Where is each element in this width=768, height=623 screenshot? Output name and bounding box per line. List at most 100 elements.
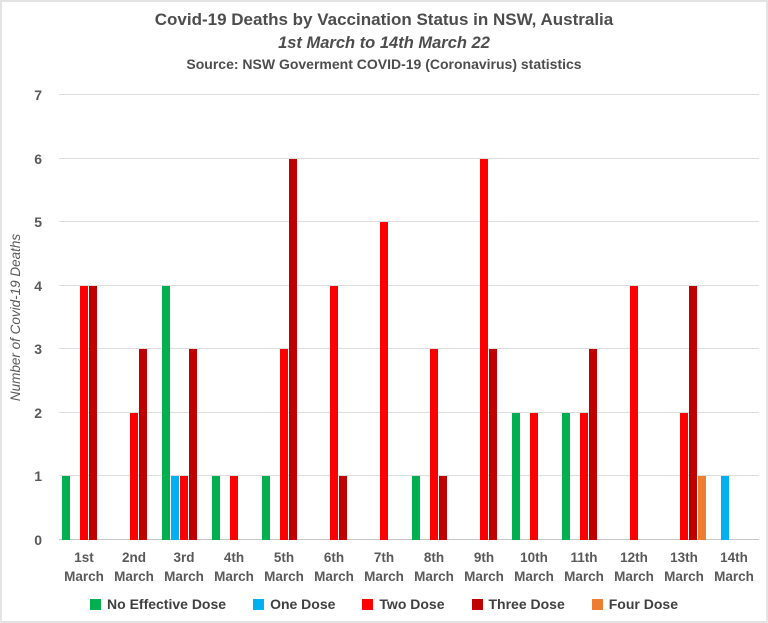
x-tick-label: 4th March bbox=[214, 550, 254, 584]
legend-item: Two Dose bbox=[362, 596, 445, 612]
gridline bbox=[59, 348, 759, 350]
bar-group-2nd bbox=[109, 95, 159, 540]
legend-swatch-icon bbox=[471, 598, 483, 610]
bar-group-11th bbox=[559, 95, 609, 540]
x-tick-label: 8th March bbox=[414, 550, 454, 584]
legend-swatch-icon bbox=[591, 598, 603, 610]
legend: No Effective Dose One Dose Two Dose Three D… bbox=[2, 596, 766, 612]
bar bbox=[512, 412, 520, 540]
bar-group-8th bbox=[409, 95, 459, 540]
bar bbox=[589, 349, 597, 540]
bar bbox=[262, 476, 270, 540]
bar bbox=[280, 349, 288, 540]
y-tick-label: 7 bbox=[34, 87, 42, 103]
x-axis-line bbox=[59, 539, 759, 540]
legend-item: One Dose bbox=[253, 596, 335, 612]
bar bbox=[580, 412, 588, 540]
gridline bbox=[59, 221, 759, 223]
bar bbox=[330, 285, 338, 540]
bar bbox=[230, 476, 238, 540]
bar-group-7th bbox=[359, 95, 409, 540]
bar bbox=[630, 285, 638, 540]
bar bbox=[289, 158, 297, 540]
bar bbox=[189, 349, 197, 540]
bar bbox=[339, 476, 347, 540]
x-tick-label: 7th March bbox=[364, 550, 404, 584]
bar bbox=[180, 476, 188, 540]
chart-source: Source: NSW Goverment COVID-19 (Coronavi… bbox=[186, 56, 582, 72]
legend-label: One Dose bbox=[270, 596, 336, 612]
bar-group-9th bbox=[459, 95, 509, 540]
bar bbox=[162, 285, 170, 540]
bar bbox=[439, 476, 447, 540]
bar bbox=[530, 412, 538, 540]
x-tick-label: 10th March bbox=[514, 550, 554, 584]
bar bbox=[680, 412, 688, 540]
x-tick-label: 1st March bbox=[64, 550, 104, 584]
plot-area bbox=[59, 94, 759, 540]
gridline bbox=[59, 94, 759, 95]
x-tick-label: 12th March bbox=[614, 550, 654, 584]
x-axis-labels: 1st March 2nd March 3rd March 4th March 5th March… bbox=[59, 548, 759, 586]
bar bbox=[489, 349, 497, 540]
bar bbox=[430, 349, 438, 540]
chart-header: Covid-19 Deaths by Vaccination Status in… bbox=[2, 9, 766, 73]
bar bbox=[698, 476, 706, 540]
y-tick-label: 1 bbox=[34, 468, 42, 485]
bar-group-1st bbox=[59, 95, 109, 540]
legend-label: Three Dose bbox=[488, 596, 565, 612]
x-tick-label: 5th March bbox=[264, 550, 304, 584]
bar-group-4th bbox=[209, 95, 259, 540]
bar-group-6th bbox=[309, 95, 359, 540]
bar bbox=[562, 412, 570, 540]
y-axis-ticks: 0 1 2 3 4 5 6 7 bbox=[2, 87, 46, 548]
x-tick-label: 13th March bbox=[664, 550, 704, 584]
legend-label: Two Dose bbox=[379, 596, 445, 612]
legend-label: Four Dose bbox=[608, 596, 678, 612]
chart-title: Covid-19 Deaths by Vaccination Status in… bbox=[154, 10, 614, 29]
bar-group-3rd bbox=[159, 95, 209, 540]
bar bbox=[139, 349, 147, 540]
gridline bbox=[59, 157, 759, 159]
bar bbox=[721, 476, 729, 540]
x-tick-label: 2nd March bbox=[114, 550, 154, 584]
y-tick-label: 2 bbox=[34, 404, 42, 421]
y-tick-label: 0 bbox=[34, 532, 42, 548]
bar bbox=[80, 285, 88, 540]
legend-item: No Effective Dose bbox=[90, 596, 226, 612]
chart-subtitle: 1st March to 14th March 22 bbox=[278, 34, 490, 52]
y-tick-label: 6 bbox=[34, 150, 42, 167]
y-tick-label: 4 bbox=[34, 277, 42, 294]
gridline bbox=[59, 284, 759, 286]
x-tick-label: 3rd March bbox=[164, 550, 204, 584]
gridline bbox=[59, 411, 759, 413]
legend-label: No Effective Dose bbox=[107, 596, 227, 612]
legend-swatch-icon bbox=[362, 598, 374, 610]
x-tick-label: 11th March bbox=[564, 550, 604, 584]
bar bbox=[212, 476, 220, 540]
gridlines bbox=[59, 94, 759, 540]
bar bbox=[89, 285, 97, 540]
bar bbox=[412, 476, 420, 540]
bar bbox=[689, 285, 697, 540]
bar bbox=[380, 222, 388, 540]
bar bbox=[62, 476, 70, 540]
bar-group-12th bbox=[609, 95, 659, 540]
bar bbox=[171, 476, 179, 540]
x-tick-label: 14th March bbox=[714, 550, 754, 584]
legend-item: Three Dose bbox=[471, 596, 565, 612]
bar-groups bbox=[59, 95, 759, 540]
y-tick-label: 5 bbox=[34, 214, 42, 231]
bar-group-14th bbox=[709, 95, 759, 540]
gridline bbox=[59, 475, 759, 477]
bar-group-10th bbox=[509, 95, 559, 540]
bar bbox=[130, 412, 138, 540]
y-tick-label: 3 bbox=[34, 341, 42, 358]
legend-swatch-icon bbox=[90, 598, 102, 610]
x-tick-label: 6th March bbox=[314, 550, 354, 584]
bar-group-5th bbox=[259, 95, 309, 540]
bar-group-13th bbox=[659, 95, 709, 540]
legend-swatch-icon bbox=[253, 598, 265, 610]
x-tick-label: 9th March bbox=[464, 550, 504, 584]
